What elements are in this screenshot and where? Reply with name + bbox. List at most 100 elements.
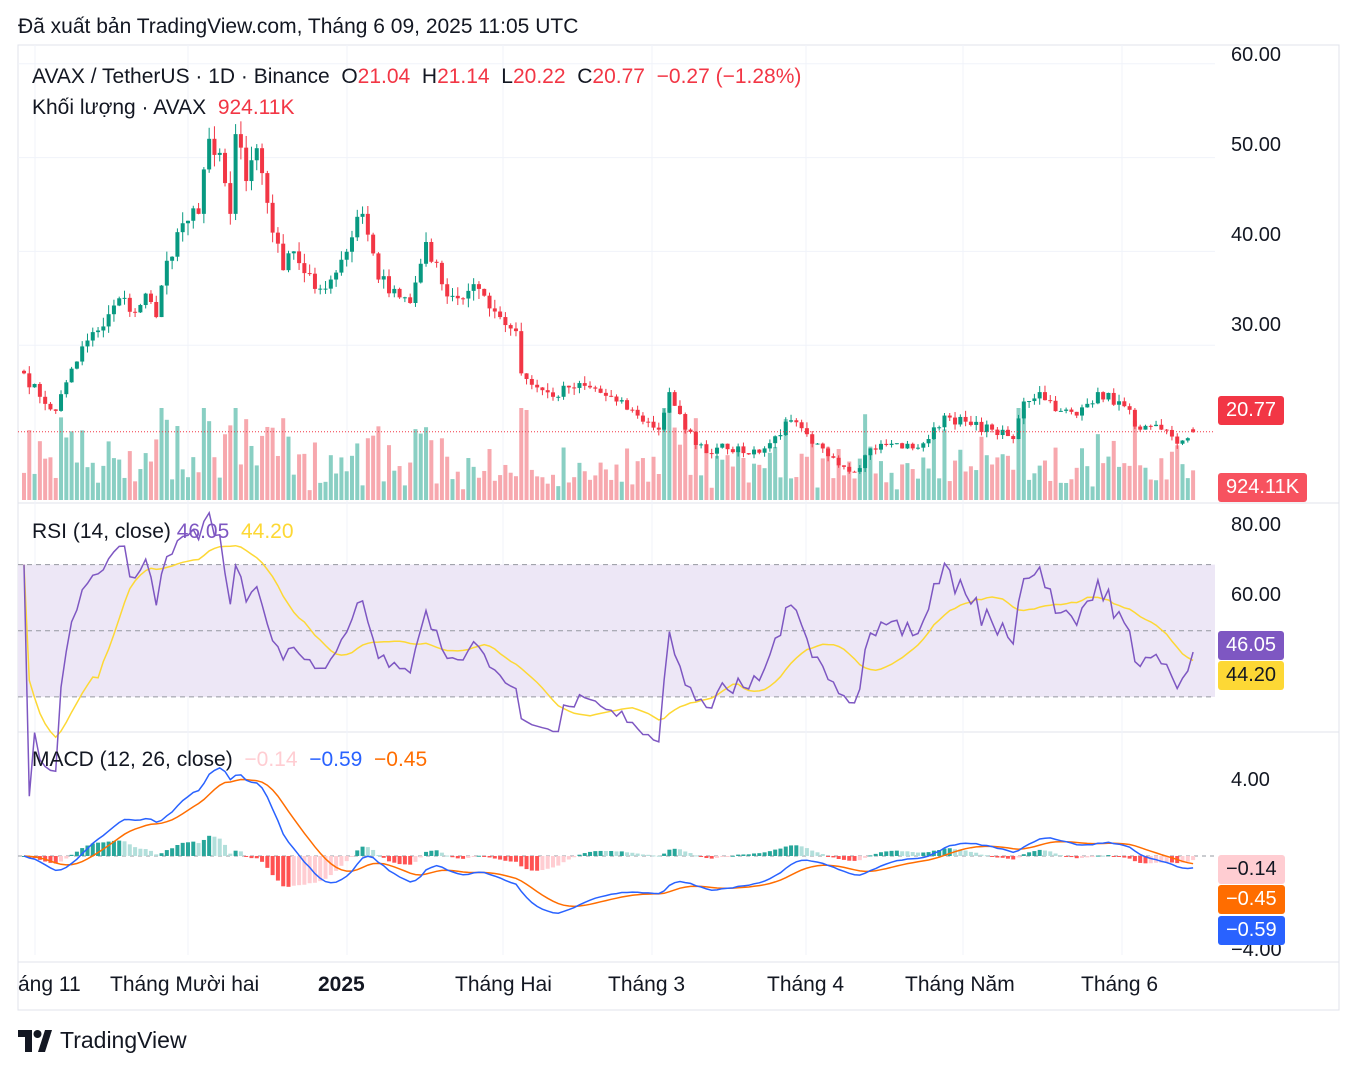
candle-body	[995, 429, 1000, 436]
candle-body	[180, 223, 185, 233]
macd-histogram-bar	[122, 841, 127, 856]
volume-bar	[233, 408, 238, 500]
candle-body	[80, 346, 85, 362]
volume-bar	[175, 426, 180, 500]
candle-body	[630, 409, 635, 411]
candle-body	[900, 443, 905, 449]
macd-histogram-bar	[693, 855, 698, 857]
candle-body	[609, 395, 614, 397]
macd-histogram-bar	[175, 845, 180, 856]
volume-bar	[894, 489, 899, 500]
macd-histogram-bar	[1016, 855, 1021, 858]
candle-body	[799, 422, 804, 429]
macd-histogram-bar	[926, 852, 931, 856]
macd-histogram-bar	[74, 851, 79, 856]
macd-histogram-bar	[334, 855, 339, 871]
candle-body	[656, 427, 661, 430]
volume-bar	[947, 481, 952, 500]
candle-body	[291, 251, 296, 254]
candle-body	[1032, 398, 1037, 402]
macd-histogram-bar	[482, 855, 487, 857]
volume-bar	[561, 447, 566, 500]
candle-body	[857, 468, 862, 472]
candle-body	[471, 284, 476, 291]
macd-histogram-bar	[1180, 855, 1185, 863]
macd-histogram-bar	[1048, 851, 1053, 856]
macd-histogram-bar	[582, 853, 587, 856]
candle-body	[540, 387, 545, 391]
volume-bar	[958, 449, 963, 500]
macd-histogram-bar	[656, 855, 661, 857]
volume-tag: 924.11K	[1218, 473, 1308, 502]
chart-frame	[17, 44, 1340, 1011]
volume-bar	[1069, 479, 1074, 500]
macd-histogram-bar	[170, 848, 175, 856]
open-value: 21.04	[357, 65, 411, 88]
volume-bar	[646, 481, 651, 500]
volume-bar	[439, 438, 444, 500]
macd-histogram-bar	[979, 854, 984, 856]
volume-bar	[450, 479, 455, 500]
candle-body	[466, 290, 471, 299]
brand[interactable]: TradingView	[18, 1027, 187, 1054]
volume-bar	[1011, 469, 1016, 500]
volume-bar	[201, 408, 206, 500]
macd-histogram-bar	[873, 853, 878, 856]
candle-body	[450, 295, 455, 297]
volume-bar	[117, 459, 122, 500]
volume-bar	[1027, 479, 1032, 500]
macd-histogram-bar	[767, 851, 772, 856]
volume-bar	[1048, 480, 1053, 500]
candle-body	[1122, 401, 1127, 407]
volume-bar	[466, 458, 471, 500]
volume-bar	[974, 470, 979, 500]
candle-body	[878, 443, 883, 450]
volume-bar	[910, 469, 915, 500]
volume-bar	[111, 458, 116, 500]
volume-bar	[397, 466, 402, 500]
candle-body	[778, 435, 783, 437]
candle-body	[598, 388, 603, 393]
macd-histogram-bar	[783, 846, 788, 856]
macd-histogram-bar	[921, 852, 926, 856]
macd-histogram-bar	[524, 855, 529, 870]
macd-hist-value: −0.14	[244, 748, 298, 771]
macd-histogram-bar	[339, 855, 344, 866]
candle-body	[133, 311, 138, 313]
macd-histogram-bar	[466, 855, 471, 858]
macd-histogram-bar	[820, 854, 825, 856]
candle-body	[736, 446, 741, 453]
candle-body	[508, 325, 513, 329]
candle-body	[228, 183, 233, 214]
candle-body	[603, 392, 608, 396]
volume-bar	[154, 439, 159, 500]
volume-value: 924.11K	[217, 96, 295, 119]
volume-bar	[133, 481, 138, 500]
candle-body	[1053, 400, 1058, 412]
volume-bar	[1037, 465, 1042, 500]
candle-body	[302, 263, 307, 274]
candle-body	[773, 436, 778, 444]
candle-body	[344, 251, 349, 260]
candle-body	[551, 392, 555, 397]
volume-bar	[381, 481, 386, 500]
volume-bar	[355, 443, 360, 500]
volume-bar	[64, 437, 69, 500]
candle-body	[720, 443, 725, 448]
macd-histogram-bar	[254, 855, 259, 859]
macd-histogram-bar	[223, 844, 228, 856]
volume-bar	[693, 418, 698, 500]
candle-body	[1148, 425, 1153, 427]
macd-histogram-bar	[566, 855, 571, 860]
candle-body	[461, 298, 466, 300]
candle-body	[1138, 426, 1143, 430]
candle-body	[783, 421, 788, 436]
volume-bar	[572, 477, 577, 500]
volume-bar	[1191, 470, 1196, 500]
macd-histogram-bar	[593, 851, 598, 856]
macd-histogram-bar	[826, 855, 831, 857]
candle-body	[1175, 436, 1180, 444]
candle-body	[566, 385, 571, 388]
volume-bar	[857, 458, 862, 500]
